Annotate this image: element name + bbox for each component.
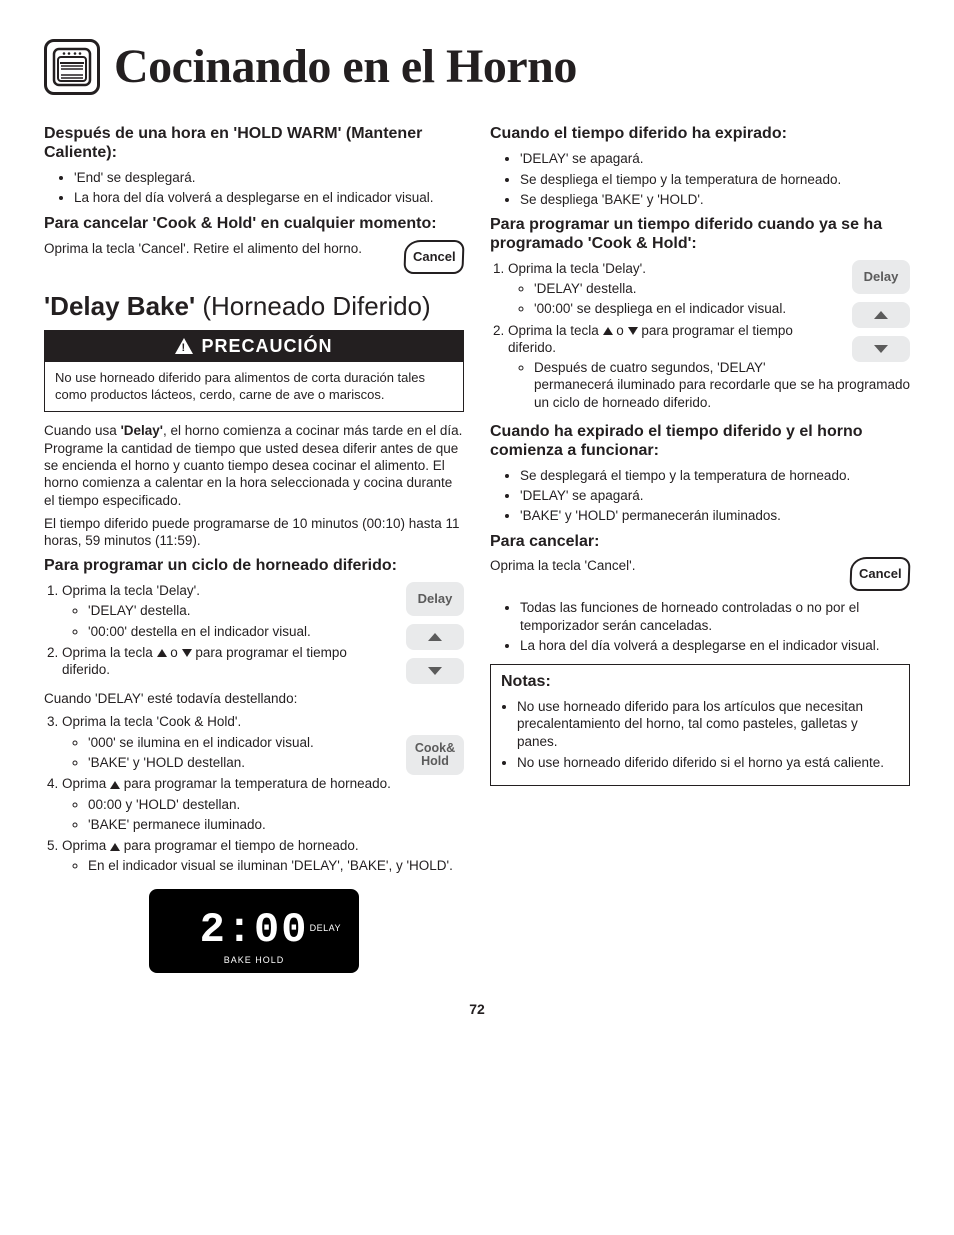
step-2: Oprima la tecla o para programar el tiem… (508, 322, 910, 411)
cancel-label: Cancel (413, 248, 456, 265)
cook-hold-button[interactable]: Cook& Hold (406, 735, 464, 775)
program-cycle-heading: Para programar un ciclo de horneado dife… (44, 557, 464, 576)
right-column: Cuando el tiempo diferido ha expirado: '… (490, 117, 910, 972)
up-button[interactable] (852, 302, 910, 328)
list-item: Se despliega el tiempo y la temperatura … (520, 171, 910, 188)
keypad-group-2: Cook& Hold (406, 735, 464, 775)
list-item: 00:00 y 'HOLD' destellan. (88, 796, 464, 813)
oven-icon (44, 39, 100, 95)
list-item: La hora del día volverá a desplegarse en… (74, 189, 464, 206)
step-1: Oprima la tecla 'Delay'. 'DELAY' destell… (62, 582, 464, 640)
display-time: 2:00 (200, 904, 309, 958)
hold-warm-heading: Después de una hora en 'HOLD WARM' (Mant… (44, 125, 464, 163)
list-item: No use horneado diferido para los artícu… (517, 698, 899, 750)
cancel-heading: Para cancelar: (490, 533, 910, 552)
list-item: Después de cuatro segundos, 'DELAY' perm… (534, 359, 910, 411)
list-item: 'End' se desplegará. (74, 169, 464, 186)
delay-range: El tiempo diferido puede programarse de … (44, 515, 464, 550)
page-title: Cocinando en el Horno (114, 36, 577, 97)
left-column: Después de una hora en 'HOLD WARM' (Mant… (44, 117, 464, 972)
notes-list: No use horneado diferido para los artícu… (501, 698, 899, 771)
warning-icon (175, 338, 193, 354)
list-item: Se despliega 'BAKE' y 'HOLD'. (520, 191, 910, 208)
hold-warm-list: 'End' se desplegará. La hora del día vol… (44, 169, 464, 207)
still-flashing: Cuando 'DELAY' esté todavía destellando: (44, 690, 464, 707)
notes-heading: Notas: (501, 673, 899, 692)
down-button[interactable] (852, 336, 910, 362)
list-item: En el indicador visual se iluminan 'DELA… (88, 857, 464, 874)
display-side: DELAY (310, 923, 341, 935)
list-item: 'BAKE' y 'HOLD' permanecerán iluminados. (520, 507, 910, 524)
page-header: Cocinando en el Horno (44, 36, 910, 97)
list-item: 'DELAY' se apagará. (520, 150, 910, 167)
down-arrow-icon (628, 327, 638, 335)
down-button[interactable] (406, 658, 464, 684)
step-2: Oprima la tecla o para programar el tiem… (62, 644, 464, 679)
expired-heading: Cuando el tiempo diferido ha expirado: (490, 125, 910, 144)
keypad-group-1: Delay (406, 582, 464, 684)
expired-list: 'DELAY' se apagará. Se despliega el tiem… (490, 150, 910, 208)
up-arrow-icon (110, 843, 120, 851)
up-button[interactable] (406, 624, 464, 650)
delay-bake-rest: (Horneado Diferido) (195, 291, 431, 321)
cancel-text: Oprima la tecla 'Cancel'. (490, 557, 910, 574)
delay-bake-heading: 'Delay Bake' (Horneado Diferido) (44, 292, 464, 321)
delay-bake-strong: 'Delay Bake' (44, 291, 195, 321)
program2-heading: Para programar un tiempo diferido cuando… (490, 216, 910, 254)
caution-box: PRECAUCIÓN No use horneado diferido para… (44, 330, 464, 412)
page-number: 72 (44, 1001, 910, 1019)
step-5: Oprima para programar el tiempo de horne… (62, 837, 464, 875)
cancel-cookhold-heading: Para cancelar 'Cook & Hold' en cualquier… (44, 215, 464, 234)
program-steps-2: Oprima la tecla 'Cook & Hold'. '000' se … (44, 713, 464, 874)
caution-head: PRECAUCIÓN (45, 331, 463, 362)
down-arrow-icon (182, 649, 192, 657)
up-arrow-icon (157, 649, 167, 657)
list-item: 'DELAY' se apagará. (520, 487, 910, 504)
cancel-label: Cancel (859, 566, 902, 583)
cancel-cookhold-text: Oprima la tecla 'Cancel'. Retire el alim… (44, 240, 464, 257)
delay-intro: Cuando usa 'Delay', el horno comienza a … (44, 422, 464, 508)
oven-display: 2:00 DELAY BAKE HOLD (149, 889, 359, 973)
program-steps-1: Oprima la tecla 'Delay'. 'DELAY' destell… (44, 582, 464, 678)
list-item: Se desplegará el tiempo y la temperatura… (520, 467, 910, 484)
cancel-button[interactable]: Cancel (403, 240, 464, 274)
notes-box: Notas: No use horneado diferido para los… (490, 664, 910, 786)
step-3: Oprima la tecla 'Cook & Hold'. '000' se … (62, 713, 464, 771)
delay-button[interactable]: Delay (852, 260, 910, 294)
step-4: Oprima para programar la temperatura de … (62, 775, 464, 833)
up-arrow-icon (603, 327, 613, 335)
cancel-list: Todas las funciones de horneado controla… (490, 599, 910, 654)
cancel-button[interactable]: Cancel (849, 557, 910, 591)
running-heading: Cuando ha expirado el tiempo diferido y … (490, 423, 910, 461)
caution-body: No use horneado diferido para alimentos … (45, 362, 463, 411)
program2-steps: Oprima la tecla 'Delay'. 'DELAY' destell… (490, 260, 910, 411)
caution-label: PRECAUCIÓN (201, 335, 332, 358)
list-item: 'BAKE' permanece iluminado. (88, 816, 464, 833)
list-item: No use horneado diferido diferido si el … (517, 754, 899, 771)
running-list: Se desplegará el tiempo y la temperatura… (490, 467, 910, 525)
keypad-group-3: Delay (852, 260, 910, 362)
step-1: Oprima la tecla 'Delay'. 'DELAY' destell… (508, 260, 910, 318)
delay-button[interactable]: Delay (406, 582, 464, 616)
list-item: Todas las funciones de horneado controla… (520, 599, 910, 634)
up-arrow-icon (110, 781, 120, 789)
display-sub: BAKE HOLD (149, 955, 359, 967)
list-item: La hora del día volverá a desplegarse en… (520, 637, 910, 654)
